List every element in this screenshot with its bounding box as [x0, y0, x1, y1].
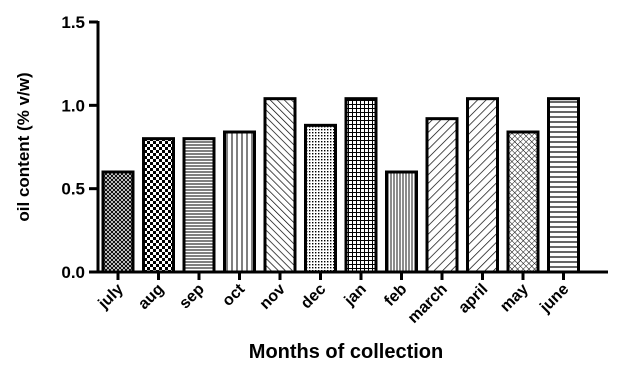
- x-axis-title: Months of collection: [249, 341, 443, 363]
- y-tick-label: 0.0: [61, 263, 85, 282]
- bar-july: [101, 170, 135, 274]
- y-axis-title: oil content (% v/w): [14, 72, 33, 221]
- x-tick-label-dec: dec: [298, 281, 330, 313]
- x-tick-label-march: march: [405, 281, 451, 327]
- bar-nov: [263, 97, 297, 274]
- bar-may: [506, 130, 540, 274]
- bar-april: [466, 97, 499, 274]
- y-tick-label: 1.0: [61, 96, 85, 115]
- x-tick-label-jan: jan: [341, 281, 370, 310]
- x-tick-label-oct: oct: [219, 280, 248, 309]
- y-tick-label: 1.5: [61, 13, 85, 32]
- bar-june: [547, 97, 580, 274]
- bar-oct: [223, 130, 256, 274]
- bar-march: [425, 117, 459, 274]
- bar-sep: [182, 137, 216, 274]
- x-tick-label-nov: nov: [257, 281, 289, 313]
- x-tick-label-sep: sep: [176, 281, 208, 313]
- x-tick-label-april: april: [455, 281, 491, 317]
- y-ticks: 0.0 0.5 1.0 1.5: [61, 13, 98, 282]
- bar-feb: [385, 170, 418, 274]
- x-tick-label-july: july: [95, 281, 127, 313]
- x-tick-label-may: may: [497, 281, 532, 316]
- y-tick-label: 0.5: [61, 180, 85, 199]
- bar-dec: [304, 123, 337, 274]
- bar-jan: [344, 97, 378, 274]
- x-tick-label-aug: aug: [135, 281, 167, 313]
- bars-layer: [101, 97, 580, 274]
- bar-aug: [142, 137, 175, 274]
- x-tick-label-june: june: [536, 281, 572, 317]
- x-tick-label-feb: feb: [381, 281, 410, 310]
